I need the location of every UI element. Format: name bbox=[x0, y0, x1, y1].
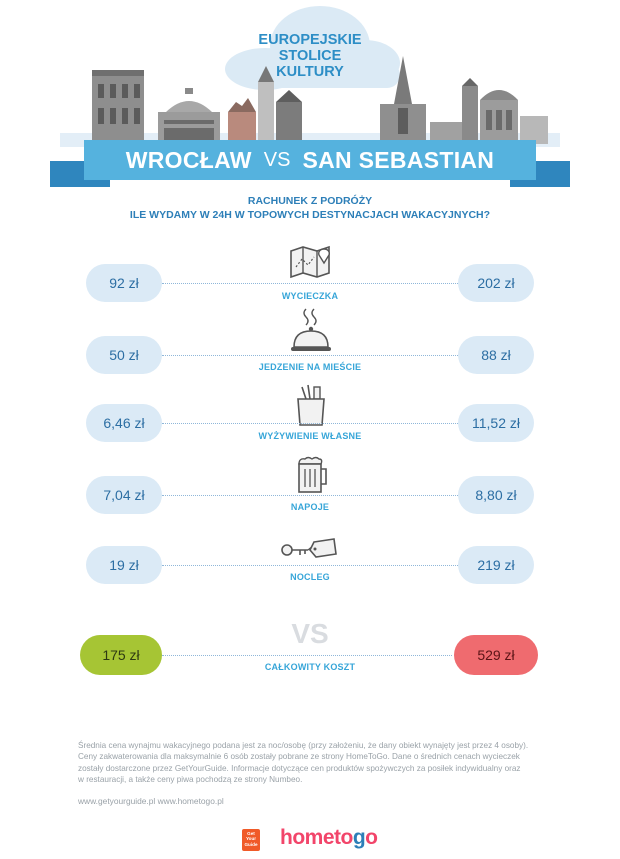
san-sebastian-value: 11,52 zł bbox=[458, 404, 534, 442]
dotted-connector bbox=[162, 355, 458, 356]
subtitle-line: RACHUNEK Z PODRÓŻY bbox=[247, 195, 373, 207]
san-sebastian-value: 88 zł bbox=[458, 336, 534, 374]
logo-text: Your bbox=[245, 836, 257, 842]
wroclaw-total: 175 zł bbox=[80, 635, 162, 675]
logo-text: Guide bbox=[244, 841, 258, 847]
key-tag-icon bbox=[281, 538, 337, 558]
footnote: Średnia cena wynajmu wakacyjnego podana … bbox=[78, 740, 558, 786]
row-label: JEDZENIE NA MIEŚCIE bbox=[258, 362, 362, 372]
city-right: SAN SEBASTIAN bbox=[302, 146, 495, 173]
footnote-line: w restauracji, a także ceny piwa pochodz… bbox=[78, 775, 303, 785]
row-label: WYCIECZKA bbox=[281, 291, 339, 301]
grocery-bag-icon bbox=[297, 384, 325, 426]
dotted-connector bbox=[162, 283, 458, 284]
wroclaw-value: 7,04 zł bbox=[86, 476, 162, 514]
wroclaw-value: 6,46 zł bbox=[86, 404, 162, 442]
dotted-connector bbox=[162, 565, 458, 566]
wroclaw-value: 50 zł bbox=[86, 336, 162, 374]
dotted-connector bbox=[162, 423, 458, 424]
footnote-line: Średnia cena wynajmu wakacyjnego podana … bbox=[78, 741, 529, 750]
logo-text: Get bbox=[247, 831, 255, 836]
header-title-line: STOLICE bbox=[278, 48, 342, 64]
title-ribbon: WROCŁAW VS SAN SEBASTIAN bbox=[84, 140, 536, 180]
food-cloche-icon bbox=[291, 308, 331, 351]
footnote-line: zostały dostarczone przez GetYourGuide. … bbox=[78, 763, 521, 773]
header-title-line: KULTURY bbox=[276, 64, 344, 80]
dotted-connector bbox=[162, 655, 452, 656]
san-sebastian-value: 219 zł bbox=[458, 546, 534, 584]
hometogo-logo: hometogo bbox=[280, 826, 378, 850]
san-sebastian-total: 529 zł bbox=[454, 635, 538, 675]
logo-text: o bbox=[365, 826, 378, 849]
getyourguide-logo: Get Your Guide bbox=[242, 829, 260, 851]
logo-text: g bbox=[352, 826, 366, 849]
logo-text: hometo bbox=[280, 826, 353, 849]
header-title: EUROPEJSKIE STOLICE KULTURY bbox=[250, 32, 370, 80]
row-label: WYŻYWIENIE WŁASNE bbox=[258, 431, 362, 441]
map-icon bbox=[290, 245, 330, 279]
source-links[interactable]: www.getyourguide.pl www.hometogo.pl bbox=[78, 796, 224, 806]
row-label: NOCLEG bbox=[290, 572, 330, 582]
beer-mug-icon bbox=[298, 456, 327, 493]
dotted-connector bbox=[162, 495, 458, 496]
header-title-line: EUROPEJSKIE bbox=[258, 32, 362, 48]
subtitle-line: ILE WYDAMY W 24H W TOPOWYCH DESTYNACJACH… bbox=[129, 209, 491, 221]
total-vs: VS bbox=[291, 618, 329, 649]
san-sebastian-skyline-icon bbox=[380, 56, 548, 144]
subtitle: RACHUNEK Z PODRÓŻY ILE WYDAMY W 24H W TO… bbox=[60, 194, 560, 222]
san-sebastian-value: 202 zł bbox=[458, 264, 534, 302]
cloud-shape bbox=[250, 62, 400, 88]
footnote-line: Ceny zakwaterowania dla maksymalnie 6 os… bbox=[78, 752, 520, 762]
ribbon-vs: VS bbox=[263, 148, 291, 171]
wroclaw-value: 19 zł bbox=[86, 546, 162, 584]
san-sebastian-value: 8,80 zł bbox=[458, 476, 534, 514]
wroclaw-value: 92 zł bbox=[86, 264, 162, 302]
row-label: NAPOJE bbox=[290, 502, 330, 512]
wroclaw-skyline-icon bbox=[92, 66, 302, 144]
total-label: CAŁKOWITY KOSZT bbox=[264, 662, 356, 672]
city-left: WROCŁAW bbox=[125, 146, 252, 173]
